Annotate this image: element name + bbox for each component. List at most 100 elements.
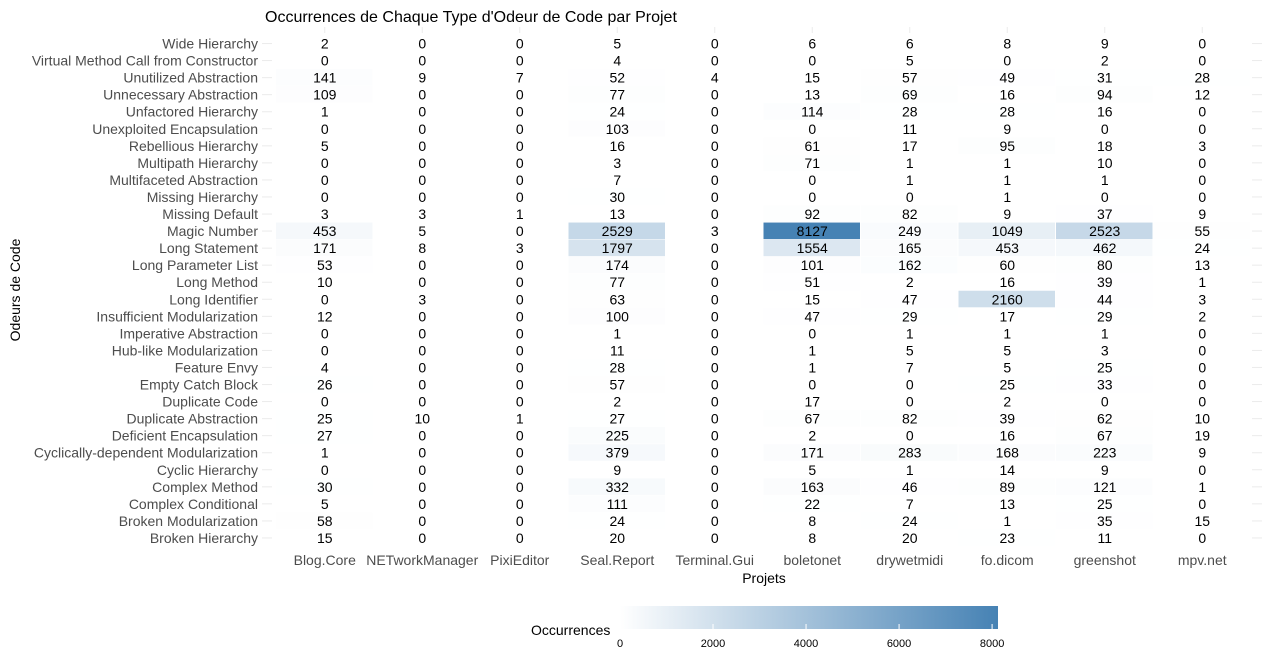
legend-tick-label: 4000 — [794, 638, 818, 650]
heatmap-cell — [471, 290, 568, 308]
row-label: Hub-like Modularization — [112, 342, 258, 358]
heatmap-cell — [1056, 444, 1153, 461]
cell-value-label: 0 — [516, 257, 524, 273]
heatmap-cell — [471, 529, 568, 546]
cell-value-label: 0 — [711, 411, 719, 427]
cell-value-label: 3 — [321, 206, 329, 222]
heatmap-cell — [373, 52, 470, 69]
heatmap-cell — [666, 444, 763, 461]
heatmap-cell — [1056, 307, 1153, 325]
heatmap-cell — [763, 376, 860, 393]
cell-value-label: 11 — [610, 342, 625, 358]
cell-value-label: 3 — [613, 155, 621, 171]
cell-value-label: 0 — [711, 513, 719, 529]
column-label: drywetmidi — [876, 552, 943, 568]
cell-value-label: 24 — [1194, 240, 1210, 256]
cell-value-label: 1 — [1101, 325, 1109, 341]
heatmap-cell — [471, 35, 568, 52]
cell-value-label: 0 — [1198, 53, 1206, 69]
row-label: Missing Default — [162, 206, 258, 222]
row-label: Imperative Abstraction — [119, 325, 258, 341]
heatmap-cell — [471, 86, 568, 103]
cell-value-label: 0 — [711, 53, 719, 69]
cell-value-label: 0 — [516, 172, 524, 188]
cell-value-label: 39 — [999, 411, 1015, 427]
heatmap-cell — [666, 410, 763, 427]
cell-value-label: 30 — [609, 189, 625, 205]
heatmap-cell — [568, 120, 665, 137]
cell-value-label: 0 — [516, 394, 524, 410]
cell-value-label: 1797 — [602, 240, 633, 256]
heatmap-cell — [861, 103, 958, 120]
row-label: Long Identifier — [169, 291, 258, 307]
heatmap-cell — [1153, 239, 1250, 257]
cell-value-label: 0 — [711, 462, 719, 478]
cell-value-label: 0 — [321, 121, 329, 137]
heatmap-cell — [373, 35, 470, 52]
cell-value-label: 0 — [906, 394, 914, 410]
heatmap-cell — [861, 188, 958, 205]
heatmap-cell — [666, 69, 763, 86]
legend-tick-label: 8000 — [980, 638, 1004, 650]
heatmap-cell — [1153, 205, 1250, 223]
heatmap-cell — [958, 341, 1055, 359]
cell-value-label: 9 — [418, 70, 426, 86]
heatmap-cell — [763, 154, 860, 171]
cell-value-label: 0 — [711, 189, 719, 205]
cell-value-label: 8127 — [797, 223, 828, 239]
heatmap-cell — [666, 529, 763, 546]
heatmap-cell — [276, 478, 373, 495]
cell-value-label: 0 — [711, 325, 719, 341]
cell-value-label: 0 — [1198, 342, 1206, 358]
heatmap-cell — [763, 290, 860, 308]
cell-value-label: 55 — [1194, 223, 1210, 239]
cell-value-label: 26 — [317, 377, 333, 393]
heatmap-cell — [373, 171, 470, 188]
heatmap-cell — [763, 410, 860, 427]
cell-value-label: 67 — [1097, 428, 1113, 444]
cell-value-label: 7 — [516, 70, 524, 86]
cell-value-label: 0 — [321, 325, 329, 341]
heatmap-cell — [276, 137, 373, 154]
cell-value-label: 0 — [321, 189, 329, 205]
cell-value-label: 0 — [418, 394, 426, 410]
cell-value-label: 114 — [801, 104, 824, 120]
cell-value-label: 0 — [711, 138, 719, 154]
cell-value-label: 47 — [804, 308, 820, 324]
heatmap-cell — [958, 427, 1055, 444]
heatmap-cell — [958, 495, 1055, 512]
cell-value-label: 1 — [808, 359, 816, 375]
cell-value-label: 0 — [321, 291, 329, 307]
heatmap-cell — [1056, 103, 1153, 120]
cell-value-label: 35 — [1097, 513, 1113, 529]
heatmap-cell — [861, 427, 958, 444]
cell-value-label: 0 — [1198, 172, 1206, 188]
heatmap-cell — [373, 120, 470, 137]
heatmap-cell — [568, 52, 665, 69]
cell-value-label: 23 — [999, 530, 1015, 546]
heatmap-cell — [666, 188, 763, 205]
cell-value-label: 16 — [999, 274, 1015, 290]
cell-value-label: 9 — [613, 462, 621, 478]
heatmap-cell — [276, 52, 373, 69]
cell-value-label: 15 — [804, 291, 820, 307]
cell-value-label: 249 — [898, 223, 922, 239]
heatmap-cell — [958, 137, 1055, 154]
heatmap-cell — [1153, 341, 1250, 359]
heatmap-cell — [1056, 205, 1153, 223]
cell-value-label: 171 — [313, 240, 337, 256]
cell-value-label: 0 — [516, 530, 524, 546]
cell-value-label: 0 — [711, 308, 719, 324]
heatmap-cell — [276, 171, 373, 188]
heatmap-cell — [471, 137, 568, 154]
cell-value-label: 10 — [317, 274, 333, 290]
cell-value-label: 1 — [1003, 513, 1011, 529]
cell-value-label: 28 — [902, 104, 918, 120]
cell-value-label: 0 — [321, 172, 329, 188]
cell-value-label: 2 — [613, 394, 621, 410]
cell-value-label: 10 — [414, 411, 430, 427]
row-label: Multifaceted Abstraction — [109, 172, 258, 188]
cell-value-label: 1554 — [797, 240, 828, 256]
cell-value-label: 47 — [902, 291, 918, 307]
